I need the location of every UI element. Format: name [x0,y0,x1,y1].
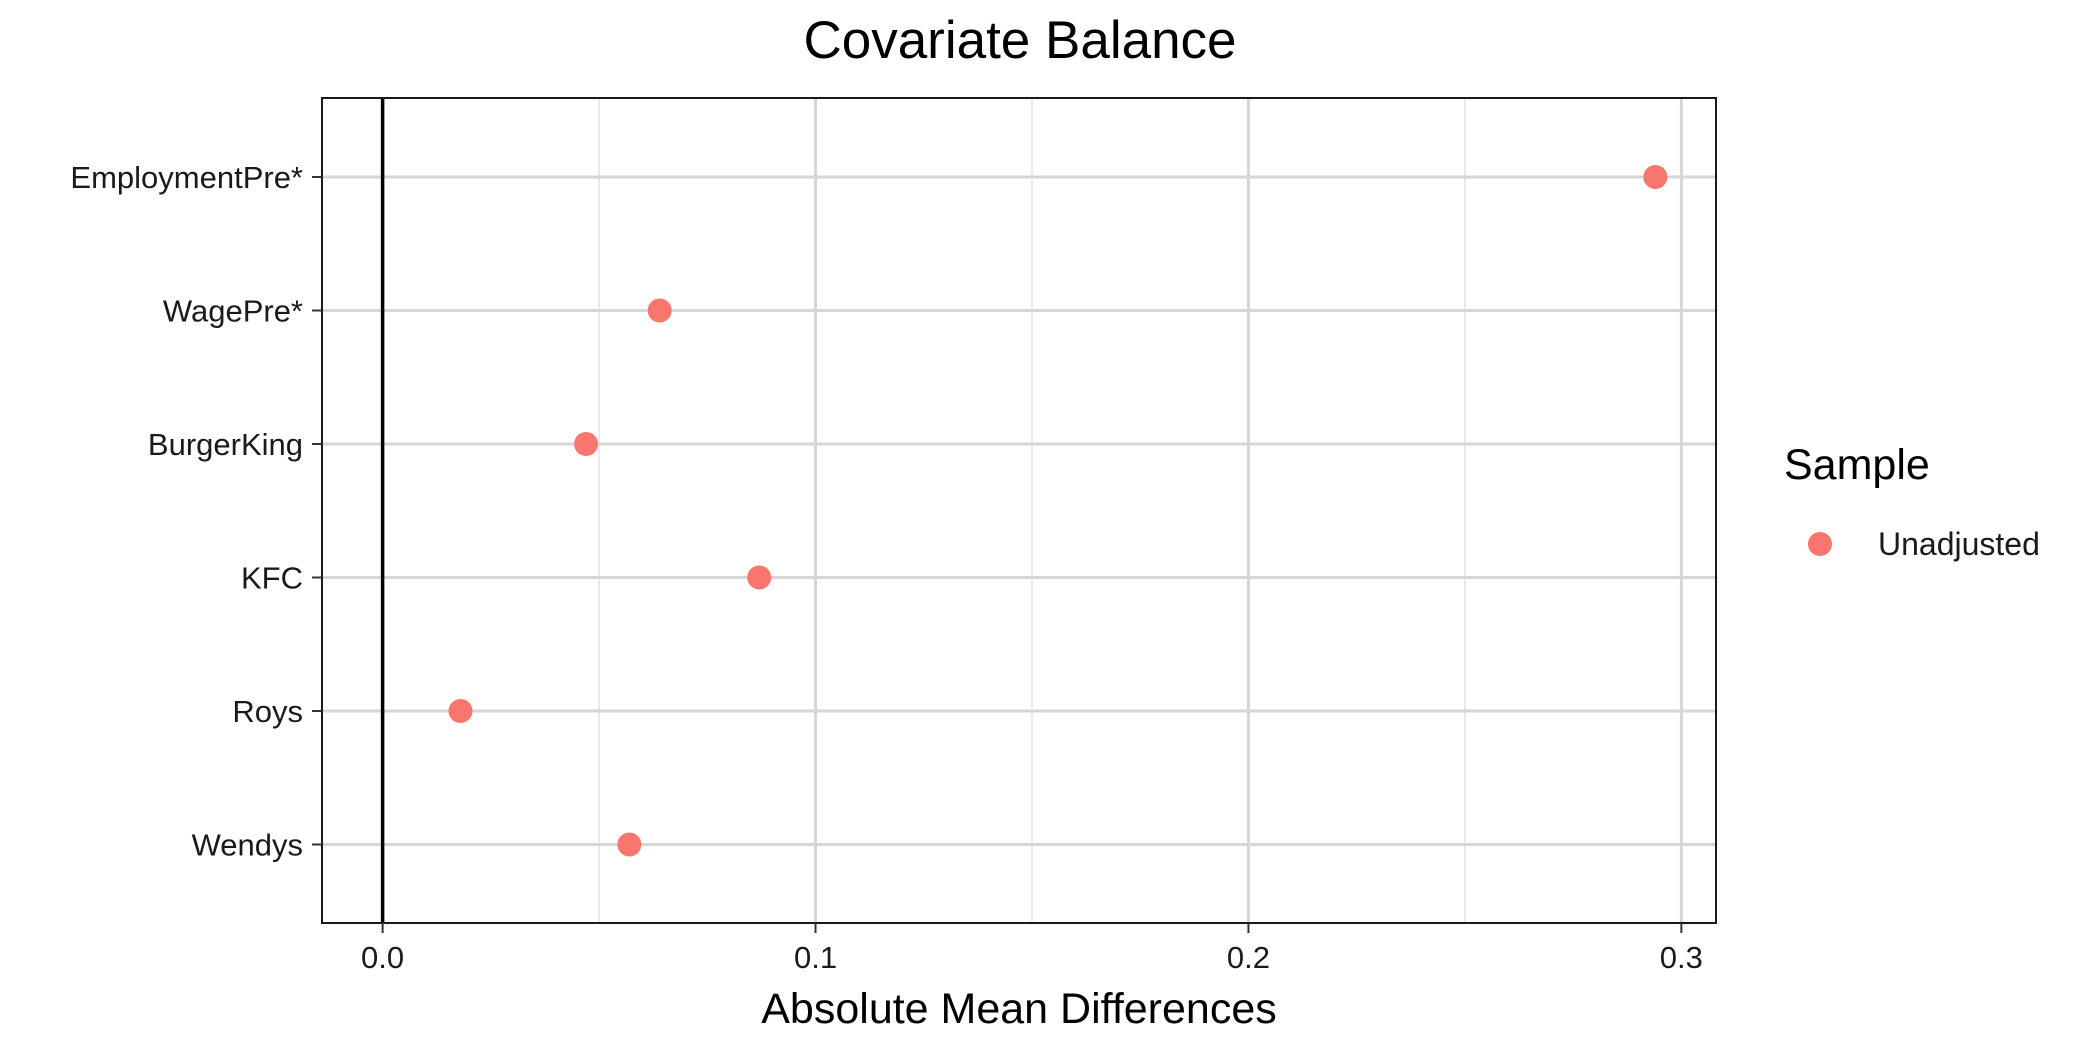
y-tick-label: Wendys [192,828,303,863]
x-axis: 0.0 0.1 0.2 0.3 [361,923,1703,975]
legend-key-unadjusted [1808,532,1832,556]
y-axis: EmploymentPre* WagePre* BurgerKing KFC Roys W… [70,160,322,863]
y-tick-label: BurgerKing [148,427,303,462]
y-tick-label: KFC [241,561,303,596]
y-tick-label: WagePre* [163,294,303,329]
chart-title: Covariate Balance [803,11,1236,70]
grid-lines [322,98,1716,923]
x-tick-label: 0.1 [794,940,837,975]
data-point [1643,165,1668,189]
y-tick-label: EmploymentPre* [70,160,303,195]
data-point [747,565,772,590]
data-point [448,699,473,723]
x-tick-label: 0.2 [1227,940,1270,975]
data-point [647,298,672,323]
data-points [448,165,1668,857]
plot-panel-border [321,97,1717,924]
x-tick-label: 0.0 [361,940,404,975]
x-axis-title: Absolute Mean Differences [761,985,1277,1033]
data-point [617,832,642,857]
legend: Sample Unadjusted [1784,441,2040,562]
x-tick-label: 0.3 [1660,940,1703,975]
y-tick-label: Roys [232,694,303,729]
data-point [574,432,599,456]
legend-title: Sample [1784,441,1930,489]
legend-label-unadjusted: Unadjusted [1878,526,2040,562]
